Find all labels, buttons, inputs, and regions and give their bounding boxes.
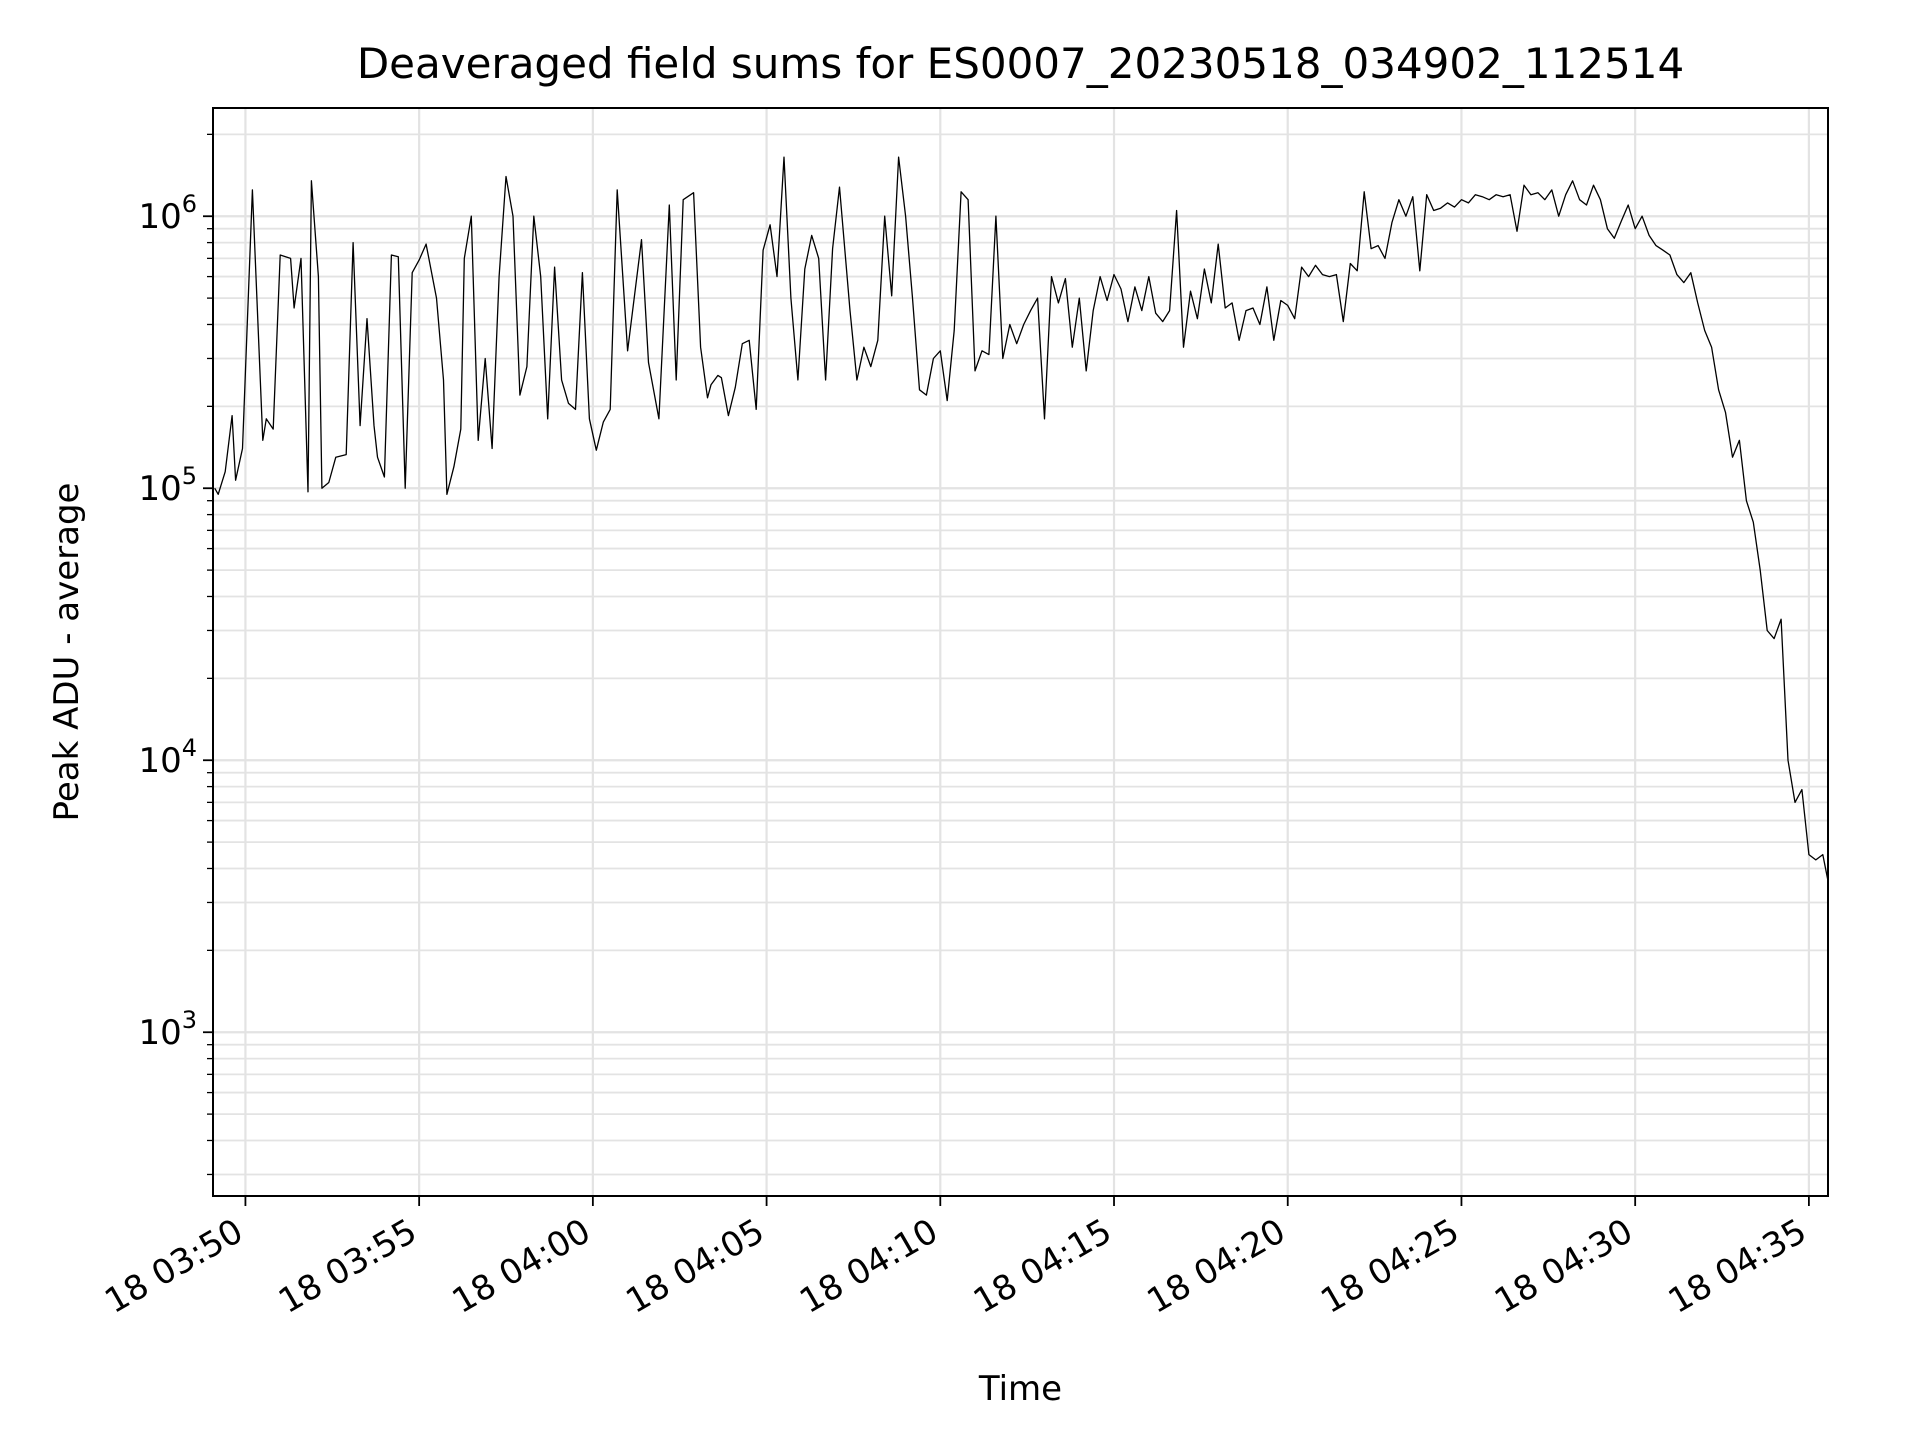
series-layer — [214, 156, 1829, 882]
plot-frame — [212, 107, 1829, 1197]
chart-title: Deaveraged field sums for ES0007_2023051… — [357, 39, 1684, 88]
y-tick-label: 105 — [138, 462, 197, 509]
series-line — [214, 156, 1829, 882]
y-axis-label: Peak ADU - average — [47, 483, 87, 822]
y-tick-label: 104 — [138, 734, 197, 781]
x-axis-label: Time — [978, 1369, 1062, 1409]
y-tick-label: 106 — [138, 190, 197, 237]
y-tick-label: 103 — [138, 1006, 197, 1053]
